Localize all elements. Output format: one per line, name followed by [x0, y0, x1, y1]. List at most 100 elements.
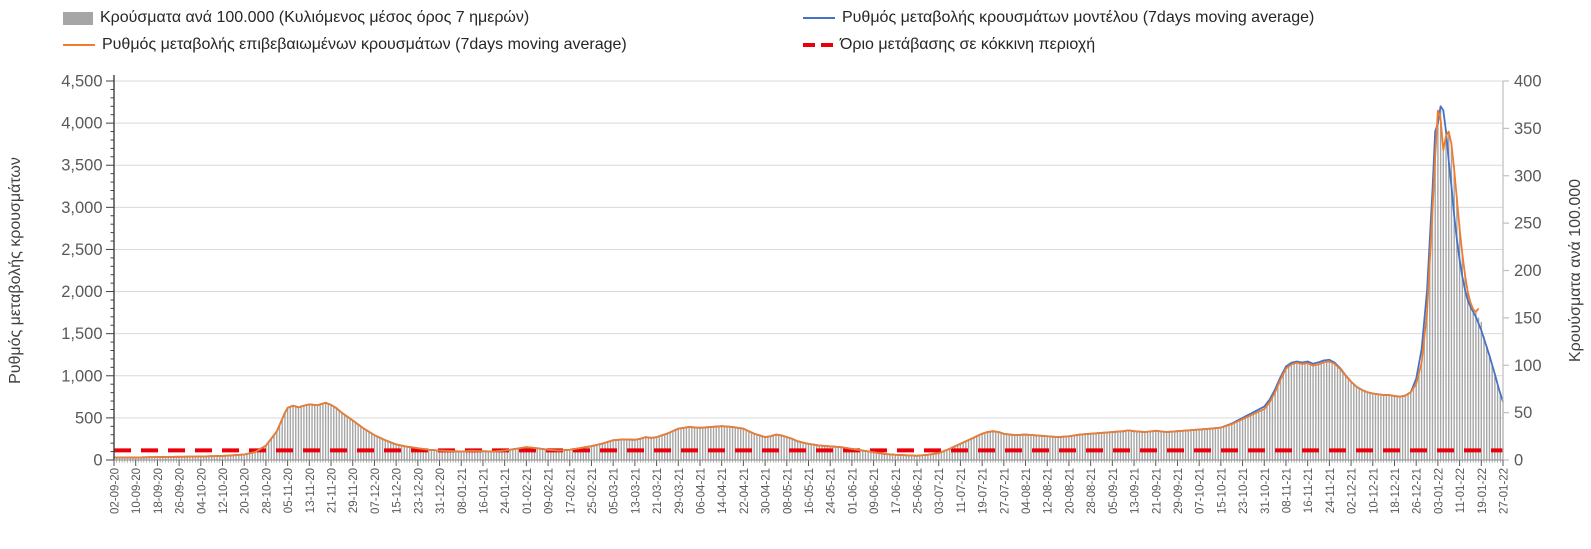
left-axis-tick-label: 2,500 [61, 241, 102, 259]
legend-label: Κρούσματα ανά 100.000 (Κυλιόμενος μέσος … [100, 9, 530, 26]
right-axis-tick-label: 100 [1514, 357, 1542, 375]
x-axis-date-label: 29-11-20 [348, 468, 360, 513]
legend-item-red-threshold: Όριο μετάβασης σε κόκκινη περιοχή [803, 36, 1095, 54]
left-axis-title: Ρυθμός μεταβολής κρουσμάτων [7, 157, 24, 384]
x-axis-date-label: 31-12-20 [435, 468, 447, 514]
right-axis-tick-label: 300 [1514, 167, 1542, 185]
chart-legend: Κρούσματα ανά 100.000 (Κυλιόμενος μέσος … [0, 0, 1591, 60]
x-axis-date-label: 08-05-21 [782, 468, 794, 514]
left-axis-tick-label: 500 [75, 409, 103, 427]
legend-item-model-rate: Ρυθμός μεταβολής κρουσμάτων μοντέλου (7d… [803, 9, 1314, 27]
gridlines [114, 80, 1503, 419]
x-axis-date-label: 11-07-21 [956, 468, 968, 513]
left-axis-tick-label: 4,500 [61, 73, 102, 91]
x-axis-date-label: 24-01-21 [500, 468, 512, 514]
x-axis-date-label: 11-01-22 [1455, 468, 1467, 513]
x-axis-date-label: 09-02-21 [544, 468, 556, 514]
right-axis-tick-label: 200 [1514, 262, 1542, 280]
x-axis-date-label: 18-12-21 [1390, 468, 1402, 514]
x-axis-date-label: 06-04-21 [695, 468, 707, 514]
left-axis-tick-label: 1,000 [61, 367, 102, 385]
x-axis-date-label: 26-12-21 [1412, 468, 1424, 514]
x-axis-date-label: 31-10-21 [1260, 468, 1272, 514]
x-axis-date-label: 13-11-20 [305, 468, 317, 513]
x-axis-date-label: 24-05-21 [826, 468, 838, 514]
x-axis-date-label: 05-11-20 [283, 468, 295, 513]
x-axis-date-label: 19-01-22 [1477, 468, 1489, 514]
x-axis-date-label: 24-11-21 [1325, 468, 1337, 513]
x-axis-date-label: 27-07-21 [999, 468, 1011, 514]
x-axis-date-label: 23-10-21 [1238, 468, 1250, 514]
bars-series [113, 110, 1504, 460]
legend-label: Ρυθμός μεταβολής κρουσμάτων μοντέλου (7d… [842, 9, 1315, 26]
x-axis-date-label: 03-01-22 [1433, 468, 1445, 514]
x-axis-date-label: 13-09-21 [1130, 468, 1142, 514]
x-axis-ticks [113, 460, 1504, 466]
x-axis-date-label: 17-06-21 [891, 468, 903, 514]
x-axis-date-label: 16-11-21 [1303, 468, 1315, 513]
bar-swatch-icon [63, 11, 93, 25]
x-axis-date-label: 13-03-21 [630, 468, 642, 514]
x-axis-date-label: 21-09-21 [1151, 468, 1163, 514]
x-axis-date-label: 26-09-20 [175, 468, 187, 514]
x-axis-date-label: 17-02-21 [565, 468, 577, 514]
x-axis-date-label: 21-11-20 [327, 468, 339, 513]
legend-item-confirmed-rate: Ρυθμός μεταβολής επιβεβαιωμένων κρουσμάτ… [63, 36, 627, 54]
right-axis-tick-label: 400 [1514, 73, 1542, 91]
x-axis-date-label: 02-12-21 [1347, 468, 1359, 514]
left-axis-tick-label: 1,500 [61, 325, 102, 343]
x-axis-date-label: 30-04-21 [761, 468, 773, 514]
legend-label: Ρυθμός μεταβολής επιβεβαιωμένων κρουσμάτ… [102, 36, 627, 53]
x-axis-date-label: 16-05-21 [804, 468, 816, 514]
x-axis-date-label: 22-04-21 [739, 468, 751, 514]
x-axis-date-label: 05-09-21 [1108, 468, 1120, 514]
x-axis-date-label: 18-09-20 [153, 468, 165, 514]
x-axis-date-label: 14-04-21 [717, 468, 729, 514]
left-axis-tick-label: 3,500 [61, 157, 102, 175]
x-axis-date-label: 09-06-21 [869, 468, 881, 514]
x-axis-date-label: 28-08-21 [1086, 468, 1098, 514]
x-axis-date-label: 21-03-21 [652, 468, 664, 514]
x-axis-date-label: 01-02-21 [522, 468, 534, 514]
x-axis-date-label: 15-10-21 [1216, 468, 1228, 514]
x-axis-date-label: 29-09-21 [1173, 468, 1185, 514]
x-axis-date-label: 20-10-20 [240, 468, 252, 514]
x-axis-date-label: 01-06-21 [847, 468, 859, 514]
x-axis-date-label: 02-09-20 [110, 468, 122, 514]
x-axis-date-label: 08-11-21 [1281, 468, 1293, 513]
x-axis-date-label: 29-03-21 [674, 468, 686, 514]
orange-line-swatch-icon [63, 44, 95, 46]
x-axis-date-label: 04-10-20 [196, 468, 208, 514]
x-axis-date-label: 27-01-22 [1499, 468, 1511, 514]
right-axis-tick-label: 50 [1514, 404, 1532, 422]
right-axis-title: Κρουύσματα ανά 100.000 [1567, 179, 1584, 362]
red-dash-swatch-icon [803, 43, 833, 47]
x-axis-date-label: 05-03-21 [609, 468, 621, 514]
x-axis-date-label: 04-08-21 [1021, 468, 1033, 514]
x-axis-date-label: 19-07-21 [978, 468, 990, 514]
x-axis-date-label: 28-10-20 [261, 468, 273, 514]
legend-item-cases-per-100k: Κρούσματα ανά 100.000 (Κυλιόμενος μέσος … [63, 9, 529, 27]
left-axis-tick-label: 0 [93, 452, 102, 470]
x-axis-date-label: 25-06-21 [913, 468, 925, 514]
x-axis-date-label: 03-07-21 [934, 468, 946, 514]
x-axis-date-label: 07-12-20 [370, 468, 382, 514]
left-axis-ticks [106, 80, 114, 461]
right-axis-tick-label: 350 [1514, 120, 1542, 138]
x-axis-date-label: 10-12-21 [1368, 468, 1380, 514]
x-axis-date-label: 15-12-20 [392, 468, 404, 514]
x-axis-date-label: 12-10-20 [218, 468, 230, 514]
right-axis-tick-label: 0 [1514, 452, 1523, 470]
left-axis-tick-label: 3,000 [61, 199, 102, 217]
x-axis-date-label: 23-12-20 [413, 468, 425, 514]
left-axis-tick-label: 2,000 [61, 283, 102, 301]
x-axis-date-label: 08-01-21 [457, 468, 469, 514]
left-axis-tick-label: 4,000 [61, 115, 102, 133]
x-axis-date-label: 10-09-20 [131, 468, 143, 514]
x-axis-date-label: 20-08-21 [1064, 468, 1076, 514]
x-axis-date-label: 16-01-21 [478, 468, 490, 514]
x-axis-date-label: 25-02-21 [587, 468, 599, 514]
x-axis-date-label: 07-10-21 [1195, 468, 1207, 514]
